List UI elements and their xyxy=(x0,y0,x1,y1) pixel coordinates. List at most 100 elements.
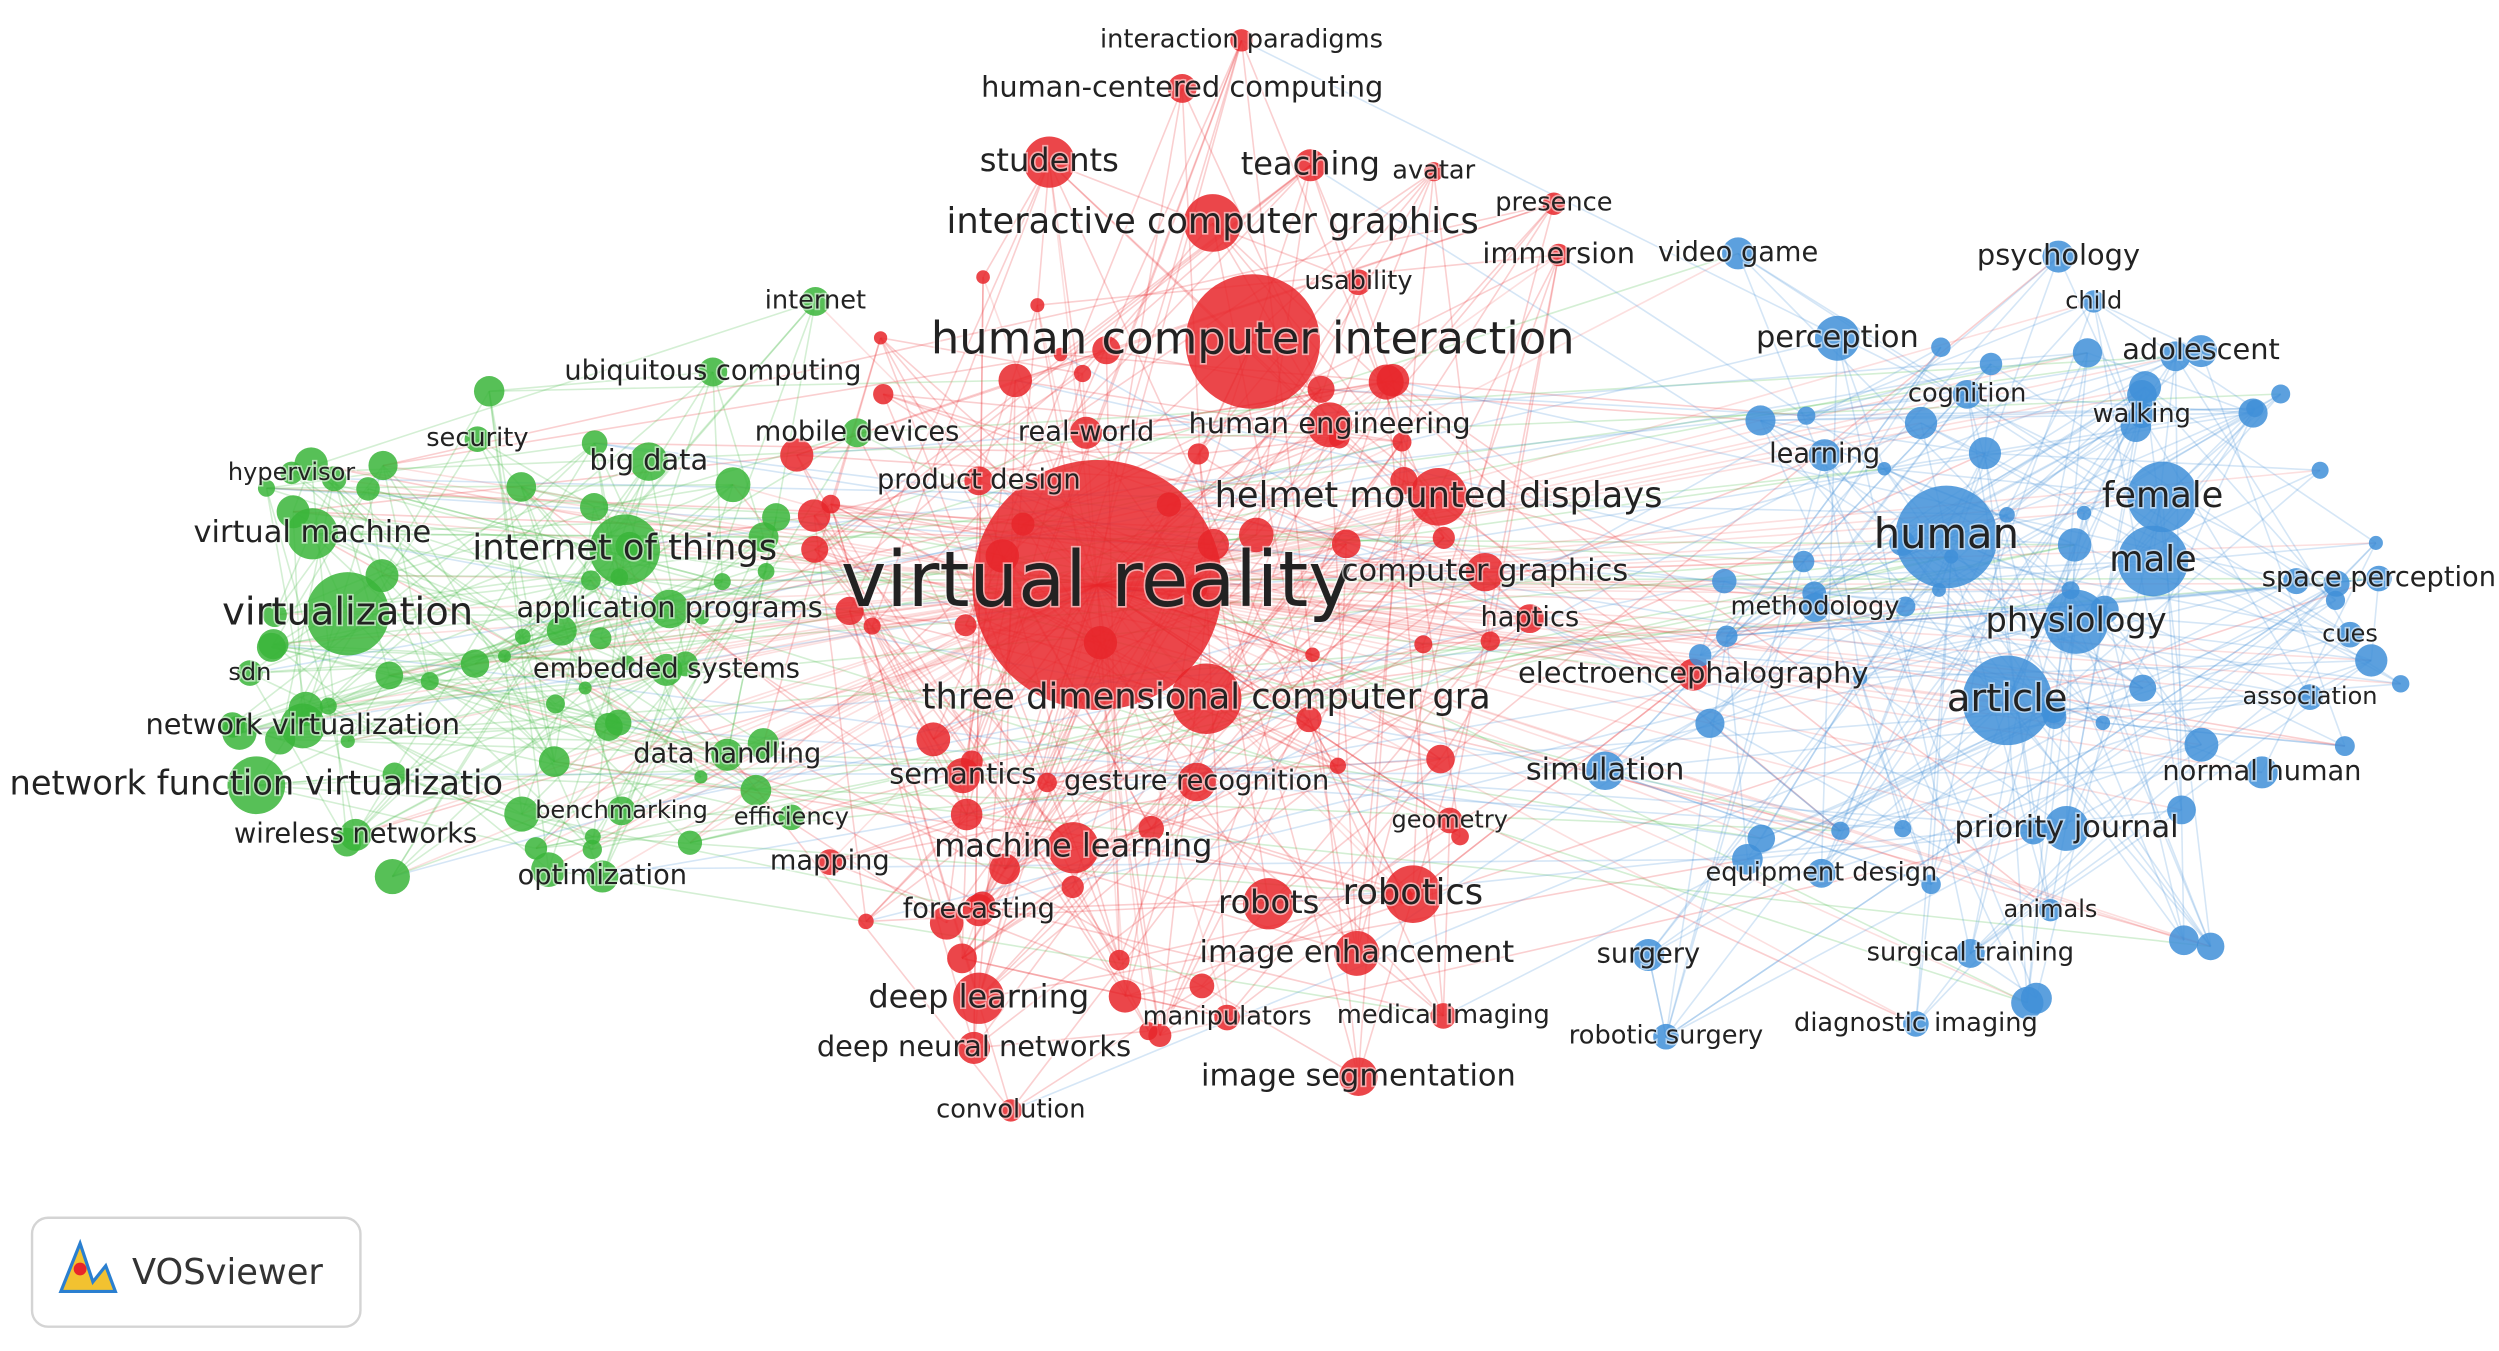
node-label: child xyxy=(2065,286,2122,314)
edge xyxy=(978,858,1748,1000)
edge xyxy=(1647,589,1940,956)
node xyxy=(842,418,872,448)
node xyxy=(1515,604,1545,634)
edge xyxy=(256,760,972,787)
node-label: network virtualization xyxy=(146,707,460,741)
edge xyxy=(521,813,979,911)
node xyxy=(578,681,592,695)
edge xyxy=(367,488,723,583)
edge xyxy=(973,617,1531,1049)
edge xyxy=(346,669,667,843)
node-label: interactive computer graphics xyxy=(947,201,1479,242)
edge xyxy=(1709,589,2071,725)
edge xyxy=(1647,699,2008,956)
edge xyxy=(722,580,2028,1004)
edge xyxy=(830,503,1694,676)
edge xyxy=(813,381,1387,517)
edge xyxy=(1806,350,2202,417)
node xyxy=(2283,568,2310,595)
edge xyxy=(391,608,671,878)
node xyxy=(2020,817,2047,845)
node xyxy=(672,651,698,677)
edge xyxy=(1356,414,2143,955)
edge xyxy=(2006,700,2029,1003)
node xyxy=(382,762,407,787)
edge xyxy=(346,300,816,843)
node xyxy=(332,827,362,857)
logo-box xyxy=(30,1216,362,1328)
node-label: robotic surgery xyxy=(1569,1021,1763,1051)
node xyxy=(1305,647,1320,662)
node xyxy=(1962,655,2053,746)
edge xyxy=(1097,394,2143,586)
node-label: application programs xyxy=(516,590,822,624)
node xyxy=(374,859,410,895)
node xyxy=(615,531,644,561)
edge xyxy=(1823,455,1862,679)
node-label: real-world xyxy=(1018,416,1154,447)
edge xyxy=(880,337,1083,375)
node-label: security xyxy=(426,423,528,453)
edge xyxy=(381,574,620,579)
node-label: animals xyxy=(2004,895,2098,923)
node xyxy=(985,539,1020,573)
edge xyxy=(813,515,867,922)
node xyxy=(607,796,636,826)
node xyxy=(2391,675,2410,693)
node xyxy=(1092,336,1121,365)
edge xyxy=(945,782,1048,924)
node-label: deep neural networks xyxy=(817,1029,1131,1063)
edge xyxy=(2144,386,2377,544)
node-label: robots xyxy=(1218,883,1319,921)
node xyxy=(1999,507,2015,523)
edge xyxy=(2006,350,2202,516)
node xyxy=(976,270,990,284)
edge xyxy=(1205,441,1403,700)
node-label: avatar xyxy=(1392,156,1475,186)
edge xyxy=(618,721,728,756)
edge xyxy=(1930,582,2337,886)
edge xyxy=(391,760,555,878)
edge xyxy=(1201,985,1359,1078)
edge xyxy=(2174,355,2351,636)
edge xyxy=(1226,758,1442,1019)
edge xyxy=(1423,608,2105,646)
node xyxy=(1108,949,1130,971)
edge xyxy=(1814,606,2311,698)
node xyxy=(1889,530,1916,556)
node xyxy=(1831,821,1850,840)
node xyxy=(1138,815,1164,842)
node xyxy=(356,477,380,501)
edge xyxy=(2092,301,2137,427)
edge xyxy=(1086,432,1340,439)
node xyxy=(650,589,689,629)
edge xyxy=(1448,254,1560,821)
edge xyxy=(1439,618,1531,760)
edge xyxy=(1839,394,2143,832)
node xyxy=(256,632,286,662)
node xyxy=(2040,697,2067,724)
node xyxy=(1070,416,1103,449)
node xyxy=(1156,492,1182,517)
edge xyxy=(1010,699,2008,1112)
node xyxy=(694,609,710,625)
edge xyxy=(520,486,623,812)
edge xyxy=(629,393,1968,547)
node-label: internet of things xyxy=(472,528,777,569)
node xyxy=(581,570,601,591)
node xyxy=(953,972,1005,1024)
node-label: gesture recognition xyxy=(1064,766,1329,797)
node-label: efficiency xyxy=(734,802,849,830)
node xyxy=(1368,364,1404,400)
node xyxy=(999,1099,1023,1122)
edge xyxy=(292,511,757,791)
edge xyxy=(346,663,686,843)
edge xyxy=(311,533,983,906)
node xyxy=(916,722,951,757)
edge xyxy=(1709,722,1841,832)
edge xyxy=(1196,587,1441,760)
edge xyxy=(1915,952,1971,1025)
edge xyxy=(1412,674,1694,895)
edge xyxy=(522,636,556,762)
node-label: geometry xyxy=(1392,805,1508,833)
